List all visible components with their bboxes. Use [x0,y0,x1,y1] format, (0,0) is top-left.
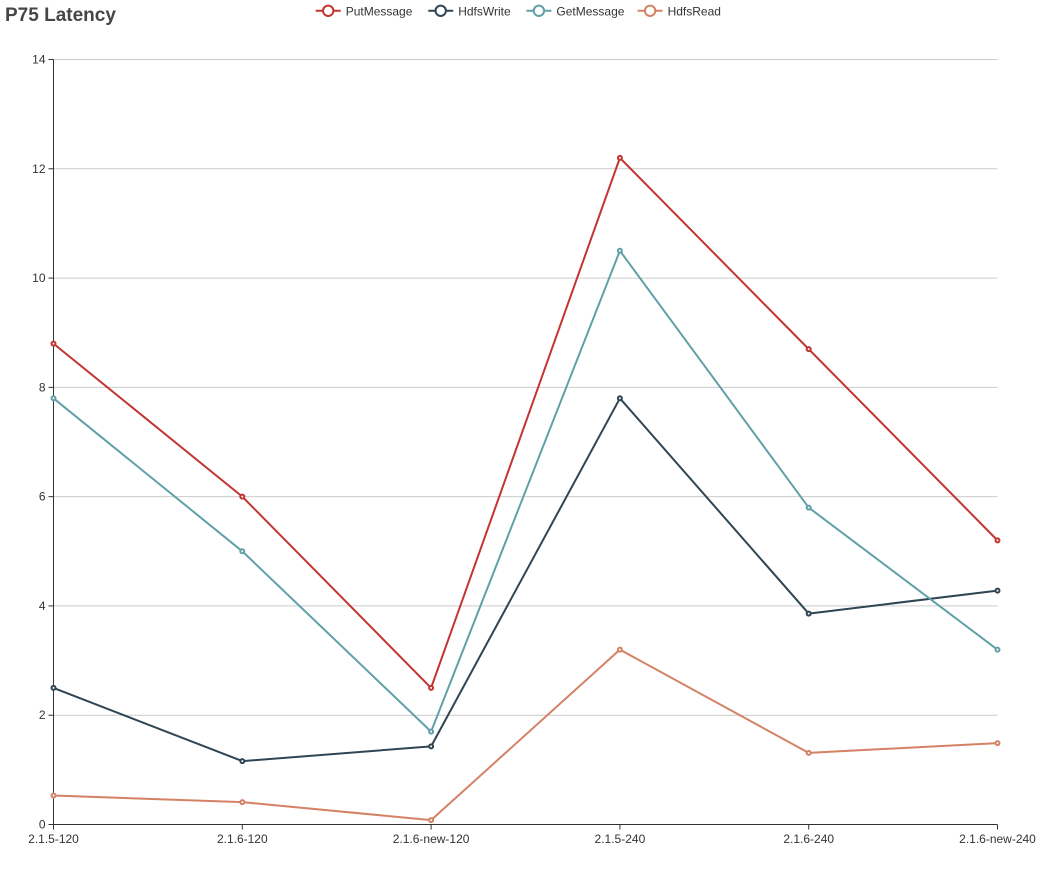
svg-text:6: 6 [39,490,46,504]
svg-text:12: 12 [32,162,46,176]
svg-text:HdfsRead: HdfsRead [668,5,721,19]
svg-text:2.1.5-240: 2.1.5-240 [595,832,646,846]
svg-text:14: 14 [32,53,46,67]
svg-text:HdfsWrite: HdfsWrite [458,5,511,19]
svg-text:2.1.6-new-120: 2.1.6-new-120 [393,832,470,846]
svg-text:4: 4 [39,599,46,613]
svg-text:2.1.5-120: 2.1.5-120 [28,832,79,846]
svg-text:2.1.6-new-240: 2.1.6-new-240 [959,832,1036,846]
svg-text:P75 Latency: P75 Latency [5,5,116,26]
svg-text:GetMessage: GetMessage [556,5,624,19]
svg-text:2: 2 [39,708,46,722]
svg-text:2.1.6-120: 2.1.6-120 [217,832,268,846]
svg-text:8: 8 [39,380,46,394]
svg-text:PutMessage: PutMessage [346,5,413,19]
svg-text:10: 10 [32,271,46,285]
svg-text:0: 0 [39,818,46,832]
svg-text:2.1.6-240: 2.1.6-240 [783,832,834,846]
